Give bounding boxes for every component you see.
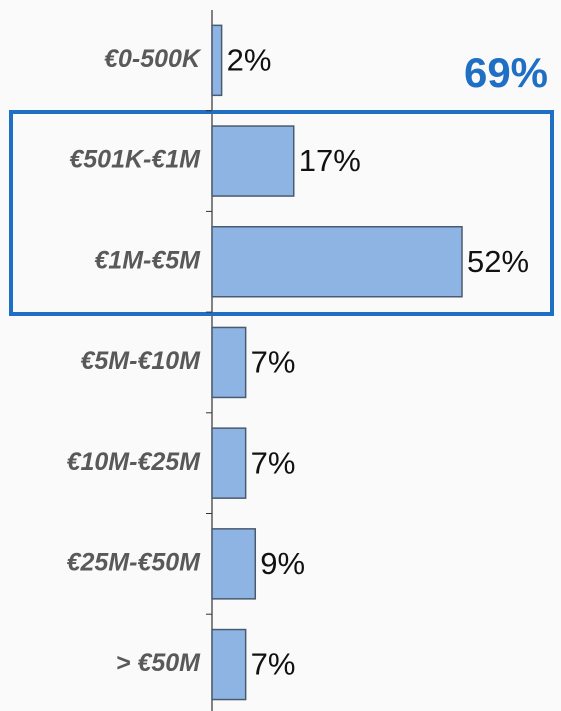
data-label: 52% <box>467 244 529 279</box>
category-label: €0-500K <box>104 45 202 73</box>
bar <box>211 427 247 499</box>
category-label: €5M-€10M <box>81 347 202 375</box>
data-label: 9% <box>260 546 305 581</box>
bar <box>211 226 463 298</box>
category-label: > €50M <box>116 649 201 677</box>
category-label: €1M-€5M <box>94 246 201 274</box>
bar <box>211 528 257 600</box>
bar <box>211 326 247 399</box>
data-label: 7% <box>251 445 296 480</box>
highlight-box <box>9 110 554 316</box>
annotation: 69% <box>464 49 548 96</box>
data-label: 17% <box>299 143 361 178</box>
data-label: 7% <box>251 345 296 380</box>
category-label: €10M-€25M <box>67 448 202 476</box>
category-label: €501K-€1M <box>69 146 201 174</box>
data-label: 2% <box>227 43 272 78</box>
bar <box>211 125 295 197</box>
bar <box>211 24 223 97</box>
category-label: €25M-€50M <box>67 548 202 576</box>
data-label: 7% <box>251 647 296 682</box>
bar <box>211 628 247 701</box>
